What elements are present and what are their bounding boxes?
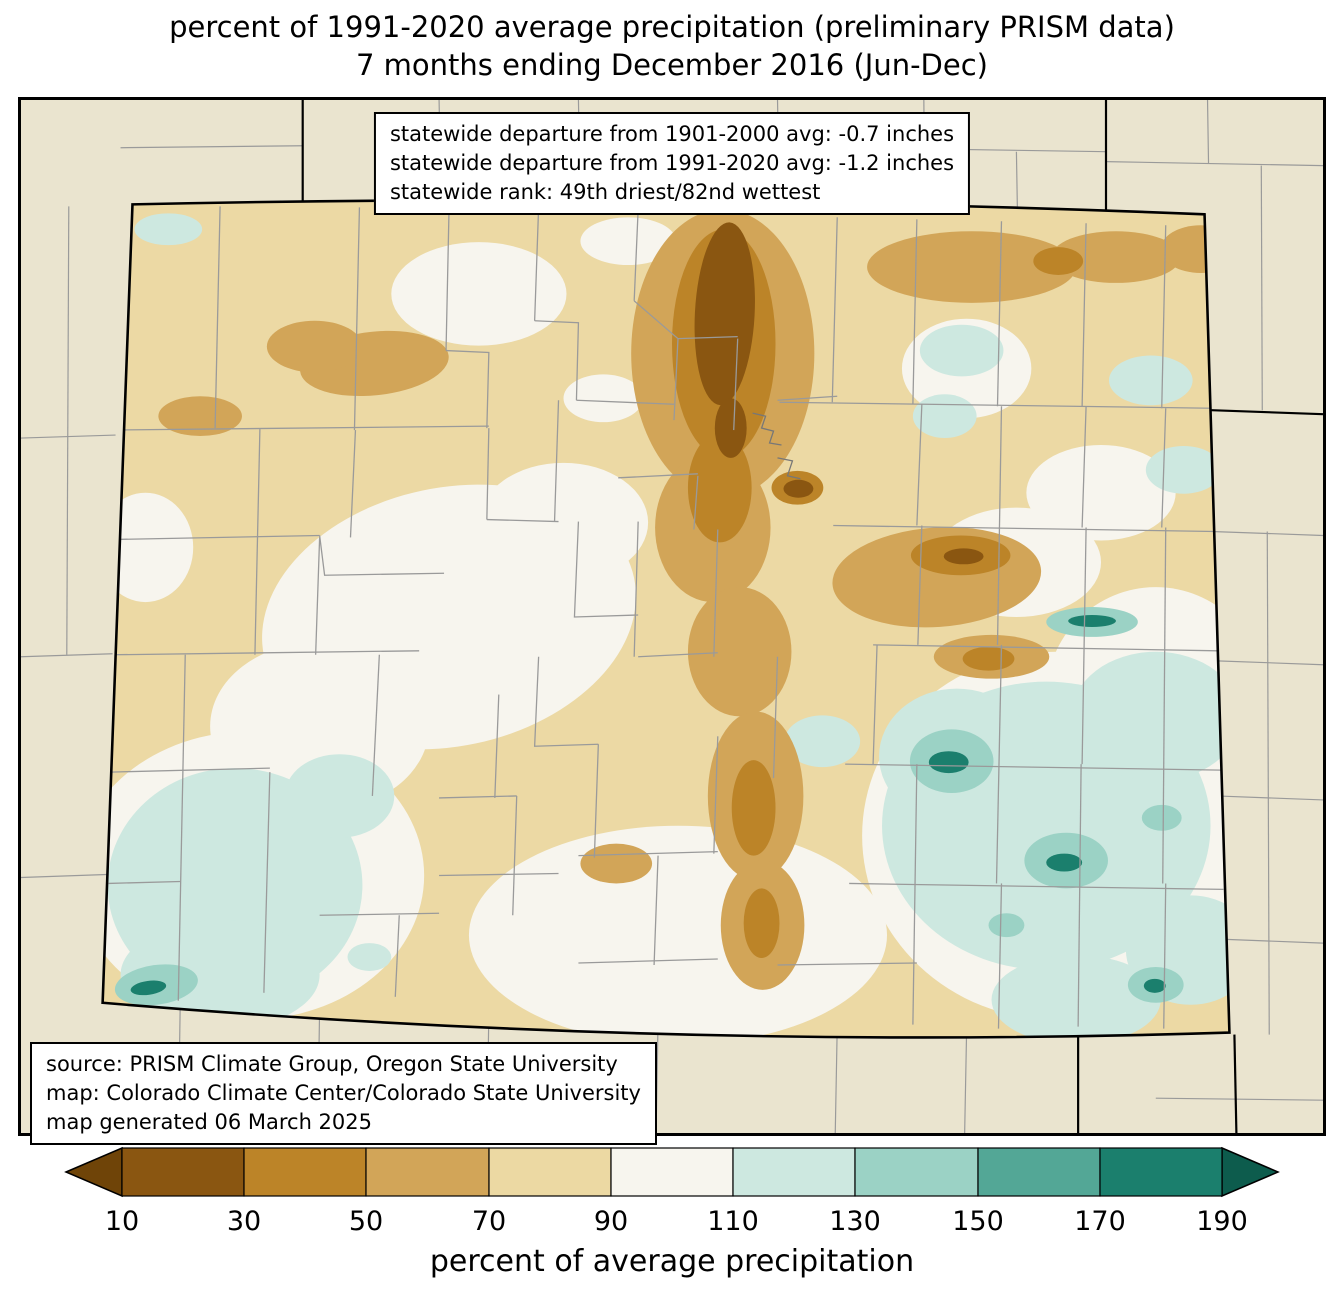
source-attribution-box: source: PRISM Climate Group, Oregon Stat…	[30, 1042, 657, 1145]
stats-line-2: statewide departure from 1991-2020 avg: …	[389, 150, 955, 175]
colorado-precip-map	[21, 100, 1323, 1133]
page-title-line2: 7 months ending December 2016 (Jun-Dec)	[356, 48, 988, 83]
colorbar-arrow-low	[64, 1146, 123, 1198]
stats-line-3: statewide rank: 49th driest/82nd wettest	[389, 179, 821, 204]
statewide-stats-box: statewide departure from 1901-2000 avg: …	[373, 112, 971, 215]
tick-130: 130	[829, 1206, 881, 1237]
tick-90: 90	[594, 1206, 628, 1237]
stats-line-1: statewide departure from 1901-2000 avg: …	[389, 122, 955, 146]
tick-10: 10	[105, 1206, 139, 1237]
tick-190: 190	[1196, 1206, 1248, 1237]
neighbor-state-borders	[301, 100, 1323, 1133]
contour-170-190	[130, 615, 1166, 996]
tick-170: 170	[1074, 1206, 1126, 1237]
colorbar-arrow-high	[1221, 1146, 1280, 1198]
tick-150: 150	[952, 1206, 1004, 1237]
denver-metro-boundaries	[752, 412, 801, 480]
colorbar-svg: 10 30 50 70 90 110 130 150 170 190	[64, 1146, 1280, 1237]
source-line-3: map generated 06 March 2025	[46, 1109, 373, 1134]
colorbar-tick-labels: 10 30 50 70 90 110 130 150 170 190	[105, 1206, 1248, 1237]
colorbar-label: percent of average precipitation	[429, 1244, 915, 1279]
precip-contours	[102, 206, 1230, 1038]
tick-50: 50	[349, 1206, 383, 1237]
contour-110-130	[107, 213, 1230, 1038]
map-canvas	[18, 97, 1326, 1136]
page-title-line1: percent of 1991-2020 average precipitati…	[169, 10, 1175, 44]
tick-110: 110	[707, 1206, 759, 1237]
page-title: percent of 1991-2020 average precipitati…	[0, 8, 1344, 85]
county-boundaries	[107, 206, 1224, 1029]
colorbar: 10 30 50 70 90 110 130 150 170 190	[62, 1142, 1282, 1242]
source-line-1: source: PRISM Climate Group, Oregon Stat…	[46, 1052, 618, 1076]
tick-30: 30	[227, 1206, 261, 1237]
source-line-2: map: Colorado Climate Center/Colorado St…	[46, 1080, 641, 1105]
contour-10-30	[694, 222, 984, 565]
tick-70: 70	[472, 1206, 506, 1237]
colorbar-segments	[121, 1147, 1223, 1197]
